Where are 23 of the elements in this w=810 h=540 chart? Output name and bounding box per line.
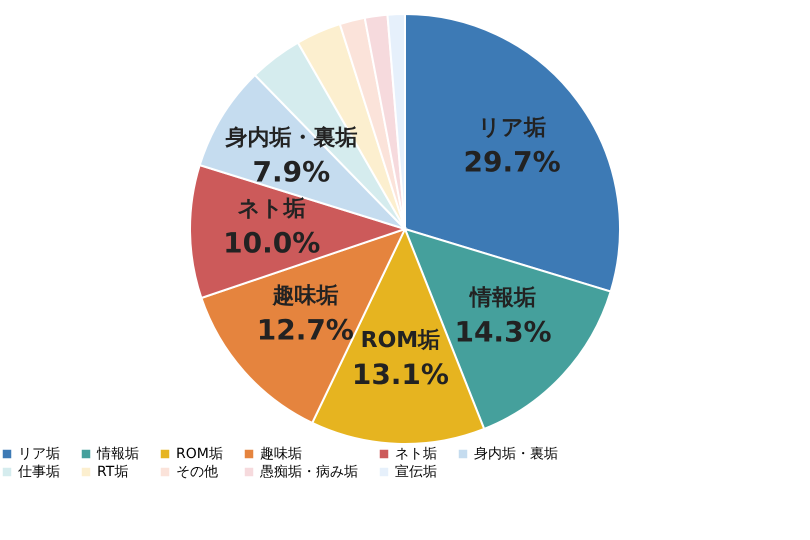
legend-label: 宣伝垢 — [395, 464, 437, 480]
slice-label: 趣味垢 — [271, 283, 338, 308]
slice-label: 身内垢・裏垢 — [224, 125, 358, 150]
slice-label: リア垢 — [478, 116, 546, 141]
slice-label: ROM垢 — [360, 328, 440, 354]
legend-label: リア垢 — [18, 446, 60, 462]
legend-label: 愚痴垢・病み垢 — [259, 464, 358, 480]
legend-label: 仕事垢 — [17, 464, 60, 480]
data-label: 7.9% — [252, 155, 330, 188]
slice-label: ネト垢 — [238, 196, 306, 222]
legend-label: 趣味垢 — [260, 446, 302, 462]
legend-label: その他 — [176, 464, 218, 480]
legend-label: 情報垢 — [96, 446, 139, 462]
legend-label: 身内垢・裏垢 — [474, 446, 558, 462]
legend-label: RT垢 — [97, 464, 128, 480]
legend-label: ネト垢 — [395, 446, 437, 462]
data-label: 12.7% — [256, 313, 354, 346]
data-label: 13.1% — [352, 358, 449, 392]
data-label: 29.7% — [464, 146, 561, 179]
data-label: 14.3% — [454, 315, 552, 348]
data-label: 10.0% — [223, 226, 320, 260]
legend-label: ROM垢 — [176, 446, 223, 462]
slice-label: 情報垢 — [468, 285, 536, 310]
